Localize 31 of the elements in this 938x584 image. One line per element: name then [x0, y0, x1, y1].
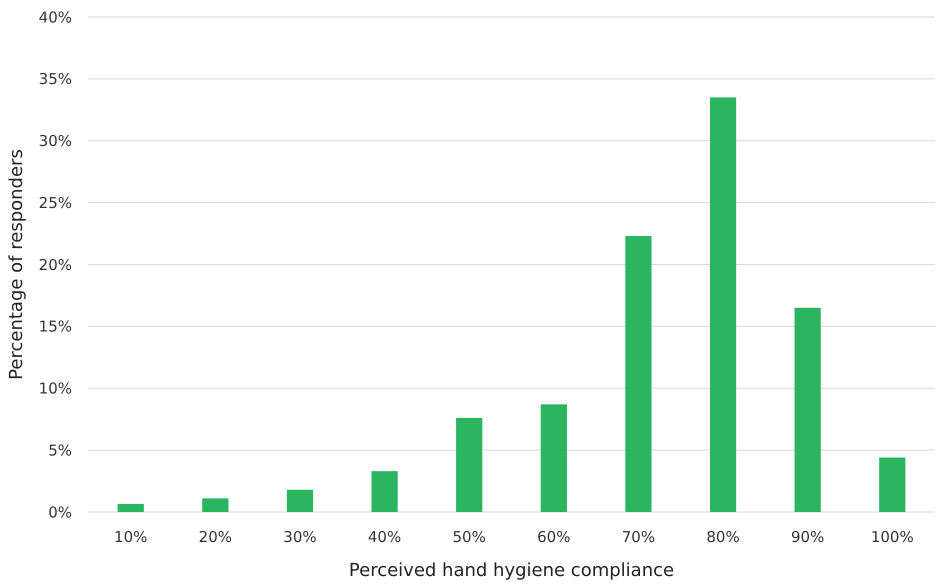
x-tick-label: 50%: [452, 528, 486, 546]
bar: [625, 236, 652, 512]
bar: [540, 404, 567, 512]
y-tick-label: 25%: [38, 194, 72, 212]
bar: [456, 418, 482, 512]
bar: [710, 97, 736, 512]
x-tick-label: 100%: [870, 528, 914, 546]
x-tick-label: 40%: [368, 528, 402, 546]
y-tick-label: 35%: [38, 70, 72, 88]
y-tick-label: 20%: [38, 256, 72, 274]
bar: [202, 498, 228, 512]
y-tick-label: 40%: [38, 8, 72, 26]
y-axis-title: Percentage of responders: [6, 149, 27, 380]
x-tick-label: 70%: [622, 528, 656, 546]
bar: [879, 458, 906, 512]
y-tick-label: 10%: [38, 380, 72, 398]
x-axis-title: Perceived hand hygiene compliance: [348, 560, 674, 581]
y-tick-label: 15%: [38, 318, 72, 336]
x-tick-label: 10%: [114, 528, 148, 546]
bar: [371, 471, 398, 512]
x-tick-label: 20%: [198, 528, 232, 546]
x-tick-label: 30%: [283, 528, 317, 546]
y-tick-label: 30%: [38, 132, 72, 150]
x-tick-label: 60%: [537, 528, 570, 546]
y-tick-label: 0%: [48, 503, 72, 522]
x-tick-label: 80%: [706, 528, 740, 546]
bar: [286, 490, 314, 512]
bar: [118, 504, 144, 512]
y-tick-label: 5%: [48, 441, 72, 460]
bar: [794, 308, 821, 512]
x-tick-label: 90%: [790, 528, 824, 546]
